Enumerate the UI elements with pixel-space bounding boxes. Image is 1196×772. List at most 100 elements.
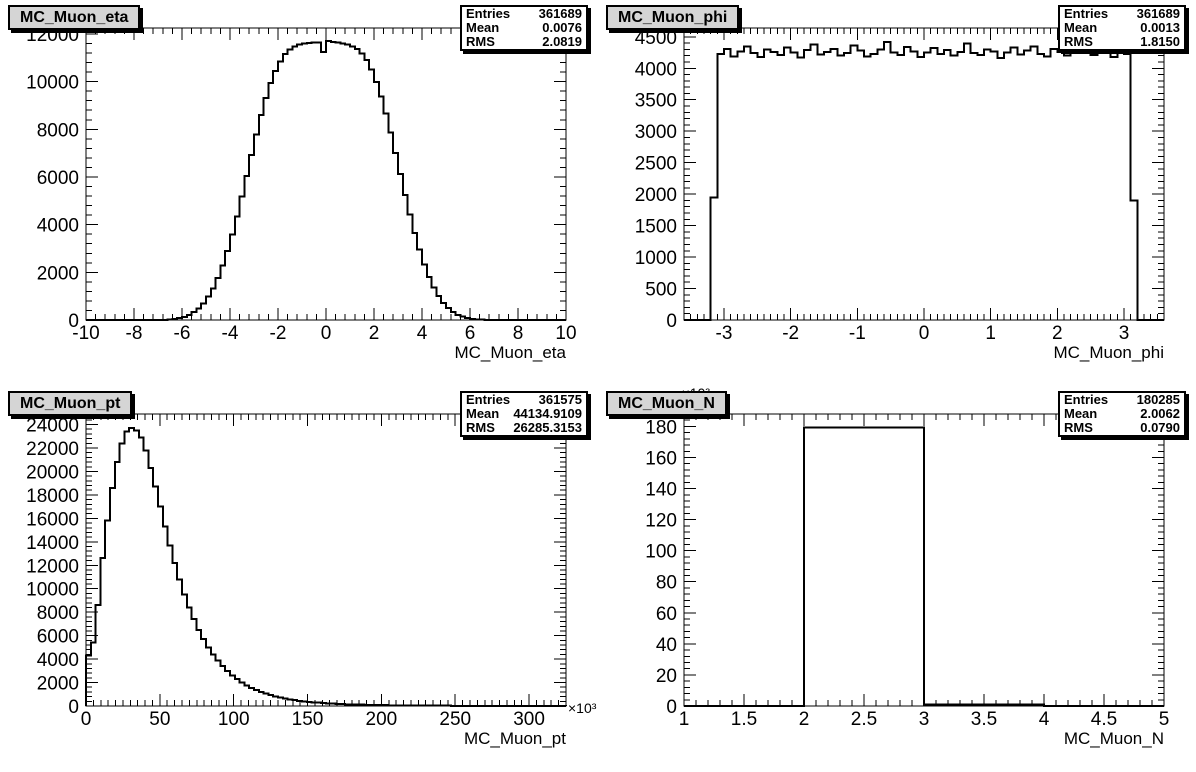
y-axis-labels: 0 500 1000 1500 2000 2500 3000 3500 4000 4500 bbox=[635, 28, 677, 332]
svg-text:4.5: 4.5 bbox=[1091, 709, 1117, 730]
svg-text:24000: 24000 bbox=[26, 416, 79, 437]
stat-label: Mean bbox=[466, 20, 500, 35]
x-axis-title: MC_Muon_phi bbox=[1053, 343, 1164, 362]
svg-text:12000: 12000 bbox=[26, 25, 79, 46]
svg-text:-2: -2 bbox=[782, 323, 799, 344]
svg-text:4500: 4500 bbox=[635, 28, 677, 49]
histogram-line bbox=[684, 426, 1164, 707]
plot-frame bbox=[85, 413, 567, 707]
stat-label: Entries bbox=[466, 6, 511, 21]
histogram-title-pave: MC_Muon_phi bbox=[606, 5, 740, 30]
stat-value: 2.0819 bbox=[542, 34, 582, 49]
svg-text:3000: 3000 bbox=[635, 122, 677, 143]
y-axis-ticks bbox=[86, 414, 566, 707]
histogram-title-pave: MC_Muon_N bbox=[606, 391, 727, 416]
svg-text:5: 5 bbox=[1159, 709, 1170, 730]
svg-text:-8: -8 bbox=[126, 323, 143, 344]
svg-text:0: 0 bbox=[666, 311, 677, 332]
svg-text:10: 10 bbox=[555, 323, 576, 344]
stat-value: 180285 bbox=[1136, 392, 1180, 407]
svg-text:120: 120 bbox=[645, 511, 677, 532]
svg-text:4000: 4000 bbox=[37, 650, 79, 671]
stat-label: RMS bbox=[1064, 34, 1093, 49]
x-axis-title: MC_Muon_N bbox=[1064, 729, 1164, 748]
svg-text:1.5: 1.5 bbox=[731, 709, 757, 730]
svg-text:160: 160 bbox=[645, 448, 677, 469]
svg-text:8000: 8000 bbox=[37, 603, 79, 624]
svg-text:10000: 10000 bbox=[26, 73, 79, 94]
svg-text:1: 1 bbox=[679, 709, 690, 730]
svg-text:0: 0 bbox=[68, 697, 79, 718]
stat-row-rms: RMS 2.0819 bbox=[462, 35, 586, 49]
svg-text:3.5: 3.5 bbox=[971, 709, 997, 730]
stat-row-rms: RMS 1.8150 bbox=[1060, 35, 1184, 49]
svg-text:100: 100 bbox=[218, 709, 250, 730]
statistics-box: Entries 361689 Mean 0.0076 RMS 2.0819 bbox=[460, 5, 588, 51]
svg-text:14000: 14000 bbox=[26, 533, 79, 554]
svg-text:20000: 20000 bbox=[26, 462, 79, 483]
svg-text:3: 3 bbox=[919, 709, 930, 730]
svg-text:500: 500 bbox=[645, 280, 677, 301]
y-axis-ticks bbox=[684, 30, 1164, 321]
stat-row-entries: Entries 361575 bbox=[462, 393, 586, 407]
stat-value: 2.0062 bbox=[1140, 406, 1180, 421]
plot-frame bbox=[683, 27, 1165, 321]
svg-text:100: 100 bbox=[645, 542, 677, 563]
stat-label: RMS bbox=[466, 420, 495, 435]
svg-text:300: 300 bbox=[513, 709, 545, 730]
stat-value: 361689 bbox=[1136, 6, 1180, 21]
stat-label: Mean bbox=[1064, 406, 1098, 421]
stat-label: RMS bbox=[466, 34, 495, 49]
stat-value: 44134.9109 bbox=[513, 406, 582, 421]
stat-value: 0.0790 bbox=[1140, 420, 1180, 435]
svg-text:0: 0 bbox=[81, 709, 92, 730]
svg-text:3: 3 bbox=[1119, 323, 1130, 344]
svg-text:6000: 6000 bbox=[37, 168, 79, 189]
svg-text:-10: -10 bbox=[72, 323, 99, 344]
svg-text:60: 60 bbox=[656, 604, 677, 625]
x-axis-labels: 0 50 100 150 200 250 300 bbox=[81, 709, 545, 730]
svg-text:4000: 4000 bbox=[37, 216, 79, 237]
svg-text:2000: 2000 bbox=[37, 674, 79, 695]
x-axis-ticks bbox=[85, 414, 567, 706]
x-axis-labels: -3 -2 -1 0 1 2 3 bbox=[716, 323, 1130, 344]
svg-text:80: 80 bbox=[656, 573, 677, 594]
histogram-title: MC_Muon_phi bbox=[618, 9, 728, 26]
stat-row-rms: RMS 26285.3153 bbox=[462, 421, 586, 435]
histogram-line bbox=[85, 427, 567, 707]
svg-text:1000: 1000 bbox=[635, 248, 677, 269]
svg-text:-2: -2 bbox=[270, 323, 287, 344]
svg-text:-4: -4 bbox=[222, 323, 239, 344]
svg-text:2500: 2500 bbox=[635, 154, 677, 175]
svg-text:250: 250 bbox=[439, 709, 471, 730]
stat-row-entries: Entries 180285 bbox=[1060, 393, 1184, 407]
svg-text:1500: 1500 bbox=[635, 217, 677, 238]
svg-text:0: 0 bbox=[68, 311, 79, 332]
stat-value: 1.8150 bbox=[1140, 34, 1180, 49]
x-axis-labels: 1 1.5 2 2.5 3 3.5 4 4.5 5 bbox=[679, 709, 1170, 730]
stat-label: Mean bbox=[1064, 20, 1098, 35]
svg-text:4000: 4000 bbox=[635, 59, 677, 80]
svg-text:10000: 10000 bbox=[26, 580, 79, 601]
pad-mc-muon-n: 1 1.5 2 2.5 3 3.5 4 4.5 5 0 20 40 60 80 100 120 140 160 18… bbox=[598, 386, 1196, 772]
svg-text:18000: 18000 bbox=[26, 486, 79, 507]
stat-value: 0.0076 bbox=[542, 20, 582, 35]
statistics-box: Entries 361575 Mean 44134.9109 RMS 26285… bbox=[460, 391, 588, 437]
svg-text:140: 140 bbox=[645, 480, 677, 501]
stat-label: Mean bbox=[466, 406, 500, 421]
stat-label: Entries bbox=[1064, 392, 1109, 407]
histogram-line bbox=[86, 40, 566, 321]
histogram-title: MC_Muon_eta bbox=[20, 9, 129, 26]
svg-text:200: 200 bbox=[366, 709, 398, 730]
y-axis-ticks bbox=[684, 413, 1164, 707]
svg-text:8000: 8000 bbox=[37, 120, 79, 141]
svg-text:2: 2 bbox=[1052, 323, 1063, 344]
svg-text:4: 4 bbox=[1039, 709, 1050, 730]
svg-text:0: 0 bbox=[666, 697, 677, 718]
svg-text:3500: 3500 bbox=[635, 91, 677, 112]
x-axis-labels: -10 -8 -6 -4 -2 0 2 4 6 8 10 bbox=[72, 323, 576, 344]
statistics-box: Entries 361689 Mean 0.0013 RMS 1.8150 bbox=[1058, 5, 1186, 51]
stat-row-entries: Entries 361689 bbox=[462, 7, 586, 21]
svg-text:-1: -1 bbox=[849, 323, 866, 344]
